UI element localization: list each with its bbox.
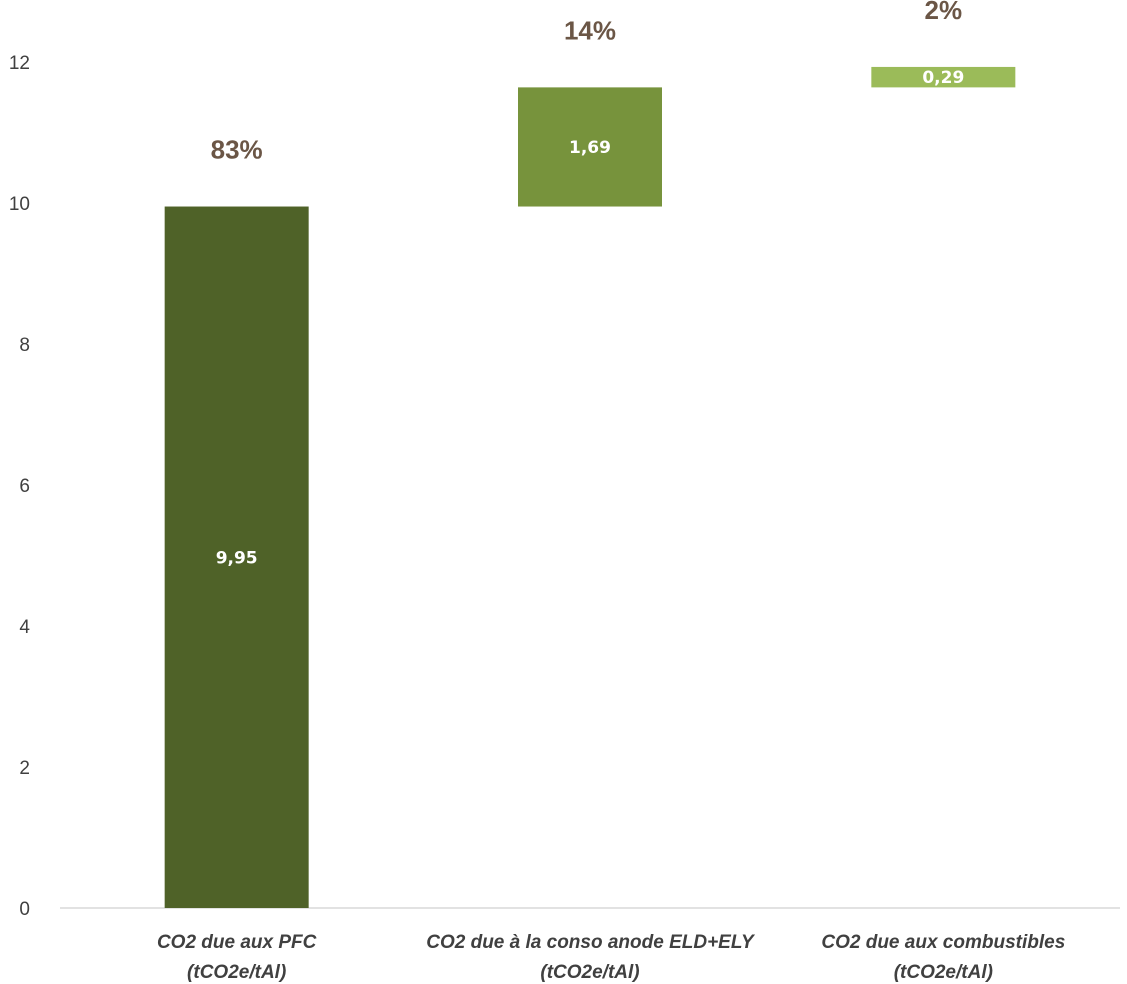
y-tick-label: 6 xyxy=(19,476,30,497)
y-tick-label: 0 xyxy=(19,899,30,920)
y-tick-label: 2 xyxy=(19,758,30,779)
bar-value-label: 9,95 xyxy=(216,548,258,568)
bar-percent-label: 14% xyxy=(564,15,616,45)
bar-value-label: 0,29 xyxy=(922,68,964,88)
x-axis: CO2 due aux PFC (tCO2e/tAl) CO2 due à la c… xyxy=(157,932,1065,983)
bar xyxy=(871,66,1016,88)
category-label-line1: CO2 due aux PFC xyxy=(157,932,317,953)
y-tick-label: 4 xyxy=(19,617,30,638)
bar-value-label: 1,69 xyxy=(569,138,611,158)
category-label-line2: (tCO2e/tAl) xyxy=(540,962,639,983)
category-label-line1: CO2 due aux combustibles xyxy=(821,932,1065,953)
bar-percent-label: 2% xyxy=(925,0,963,25)
category-label-line1: CO2 due à la conso anode ELD+ELY xyxy=(426,932,756,953)
category-label-line2: (tCO2e/tAl) xyxy=(894,962,993,983)
bars xyxy=(164,66,1016,908)
bar xyxy=(518,87,662,207)
category-label-line2: (tCO2e/tAl) xyxy=(187,962,286,983)
y-tick-label: 10 xyxy=(9,194,30,215)
y-tick-label: 12 xyxy=(9,53,30,74)
y-tick-label: 8 xyxy=(19,335,30,356)
y-axis: 0 2 4 6 8 10 12 xyxy=(9,53,31,920)
bar-percent-label: 83% xyxy=(211,135,263,165)
labels: 9,95 83% 1,69 14% 0,29 2% xyxy=(211,0,965,568)
bar xyxy=(164,206,309,908)
